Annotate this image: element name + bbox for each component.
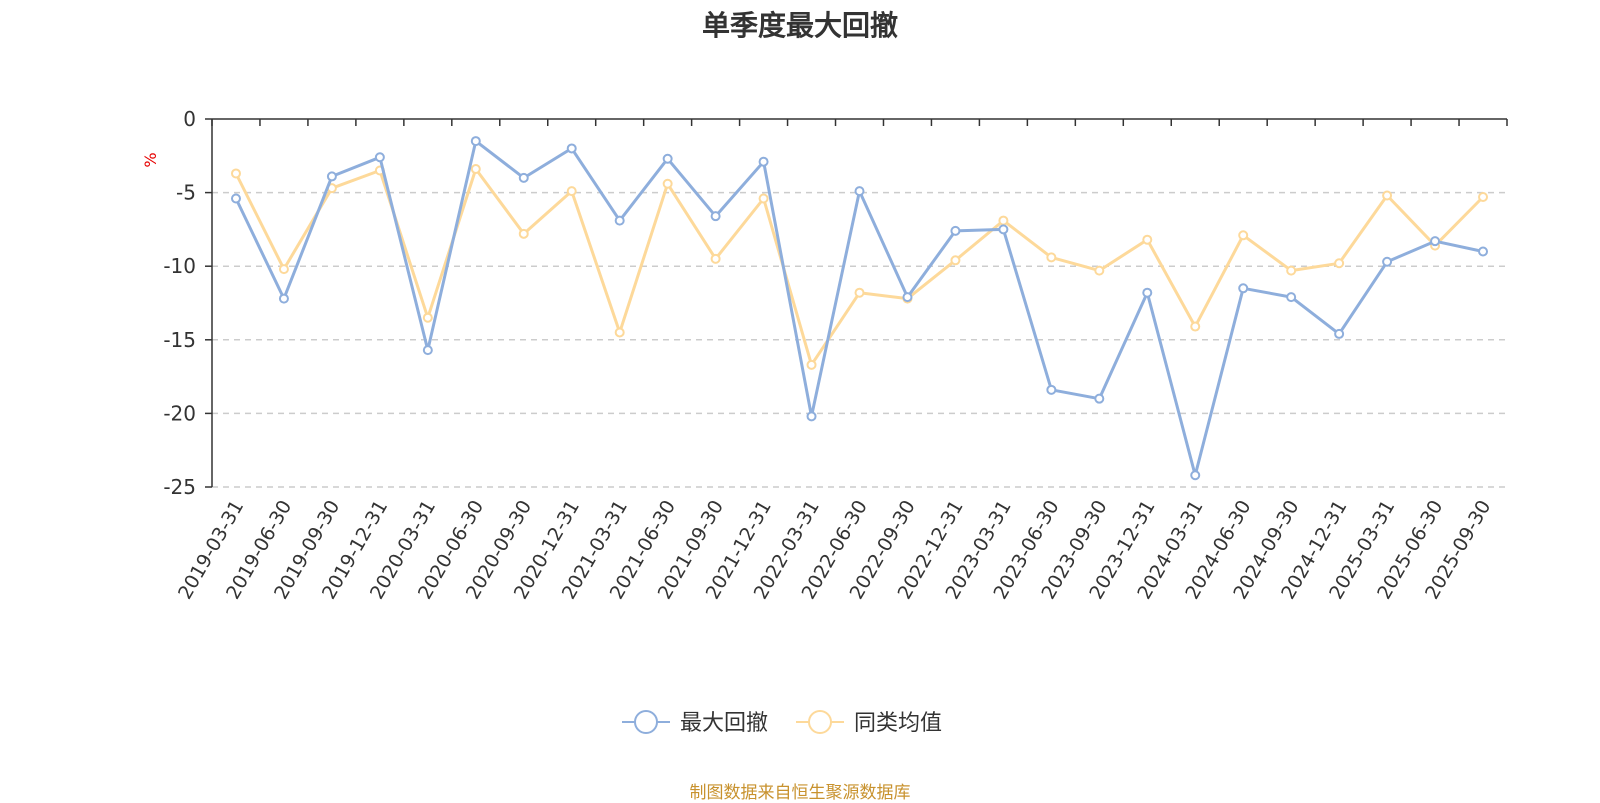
data-point — [422, 345, 433, 356]
data-point — [1238, 230, 1249, 241]
data-point — [1142, 287, 1153, 298]
y-tick-label: -20 — [163, 401, 196, 425]
data-point — [470, 164, 481, 175]
data-point — [518, 228, 529, 239]
data-point — [1382, 256, 1393, 267]
data-point — [902, 292, 913, 303]
y-tick-label: -10 — [163, 254, 196, 278]
data-point — [758, 193, 769, 204]
legend-circle-icon — [808, 710, 832, 734]
series-lines — [230, 136, 1489, 481]
data-point — [230, 193, 241, 204]
source-note: 制图数据来自恒生聚源数据库 — [689, 783, 911, 803]
data-point — [1190, 470, 1201, 481]
data-point — [854, 186, 865, 197]
data-point — [806, 411, 817, 422]
data-point — [662, 153, 673, 164]
data-point — [710, 253, 721, 264]
data-point — [854, 287, 865, 298]
data-point — [566, 143, 577, 154]
legend: 最大回撤 同类均值 — [622, 710, 942, 736]
data-point — [230, 168, 241, 179]
data-point — [1334, 328, 1345, 339]
data-point — [1334, 258, 1345, 269]
chart-title: 单季度最大回撤 — [701, 9, 898, 42]
data-point — [998, 215, 1009, 226]
data-point — [1046, 384, 1057, 395]
data-point — [278, 293, 289, 304]
y-tick-label: -25 — [163, 475, 196, 499]
data-point — [1478, 246, 1489, 257]
data-point — [1478, 192, 1489, 203]
data-point — [614, 327, 625, 338]
data-point — [1382, 190, 1393, 201]
data-point — [950, 255, 961, 266]
data-point — [758, 156, 769, 167]
gridlines — [212, 191, 1507, 488]
data-point — [374, 152, 385, 163]
data-point — [1142, 234, 1153, 245]
data-point — [950, 225, 961, 236]
data-point — [1094, 393, 1105, 404]
data-point — [614, 215, 625, 226]
data-point — [470, 136, 481, 147]
data-point — [278, 264, 289, 275]
data-point — [1094, 265, 1105, 276]
y-tick-label: -15 — [163, 328, 196, 352]
data-point — [710, 211, 721, 222]
data-point — [662, 178, 673, 189]
data-point — [1046, 252, 1057, 263]
data-point — [1430, 236, 1441, 247]
data-point — [806, 359, 817, 370]
legend-label: 同类均值 — [854, 711, 942, 736]
data-point — [1286, 265, 1297, 276]
data-point — [422, 312, 433, 323]
data-point — [566, 186, 577, 197]
legend-circle-icon — [634, 710, 658, 734]
y-axis-unit: % — [141, 152, 160, 167]
y-tick-label: 0 — [183, 107, 196, 131]
data-point — [326, 171, 337, 182]
data-point — [518, 172, 529, 183]
data-point — [1190, 321, 1201, 332]
data-point — [998, 224, 1009, 235]
data-point — [1286, 292, 1297, 303]
data-point — [1238, 283, 1249, 294]
legend-label: 最大回撤 — [680, 711, 768, 736]
y-tick-label: -5 — [176, 181, 196, 205]
